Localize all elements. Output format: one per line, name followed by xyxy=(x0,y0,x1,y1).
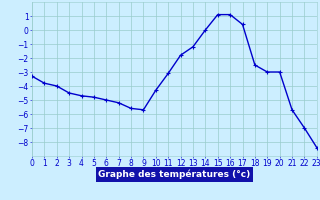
X-axis label: Graphe des températures (°c): Graphe des températures (°c) xyxy=(98,170,251,179)
